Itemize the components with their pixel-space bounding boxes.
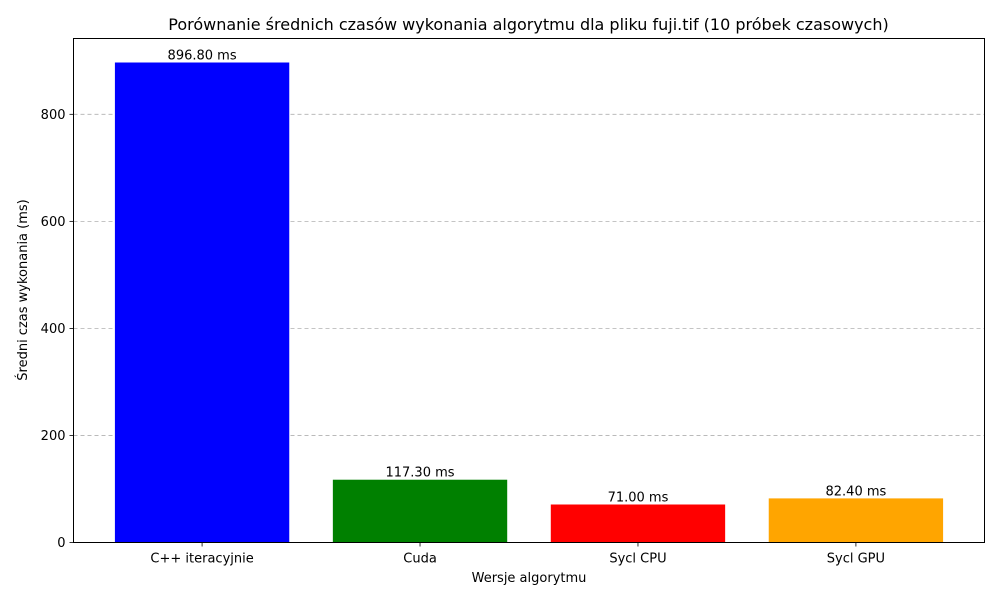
x-tick-label: Cuda (403, 552, 437, 567)
bar-value-label: 896.80 ms (168, 49, 237, 64)
bar (114, 62, 290, 543)
bar-value-label: 117.30 ms (385, 466, 454, 481)
x-tick-label: C++ iteracyjnie (150, 552, 253, 567)
bar (332, 479, 508, 543)
bars (114, 62, 944, 543)
grid-lines (73, 113, 985, 436)
x-tick-label: Sycl CPU (609, 552, 666, 567)
y-tick-label: 800 (41, 108, 66, 123)
y-axis-label: Średni czas wykonania (ms) (15, 199, 31, 380)
bar-value-labels: 896.80 ms 117.30 ms 71.00 ms 82.40 ms (168, 49, 887, 506)
x-axis-label: Wersje algorytmu (472, 571, 587, 586)
bar-value-label: 82.40 ms (826, 484, 887, 499)
x-axis: C++ iteracyjnie Cuda Sycl CPU Sycl GPU (150, 542, 885, 567)
bar (768, 498, 944, 543)
plot-frame (73, 38, 985, 543)
bar (550, 504, 726, 543)
y-tick-label: 600 (41, 215, 66, 230)
y-tick-label: 400 (41, 322, 66, 337)
x-tick-label: Sycl GPU (827, 552, 885, 567)
y-tick-label: 200 (41, 429, 66, 444)
y-tick-label: 0 (57, 536, 65, 551)
y-axis: 0 200 400 600 800 (41, 108, 74, 551)
bar-value-label: 71.00 ms (608, 490, 669, 505)
chart-title: Porównanie średnich czasów wykonania alg… (168, 15, 888, 34)
